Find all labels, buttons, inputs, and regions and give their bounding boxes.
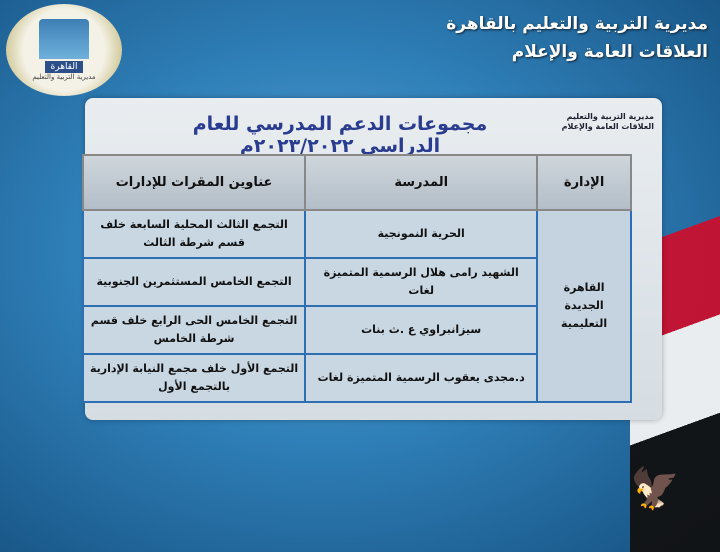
header-line1: مديرية التربية والتعليم بالقاهرة bbox=[446, 14, 708, 34]
school-cell: الحرية النمونجية bbox=[304, 209, 539, 259]
logo: القاهرة مديرية التربية والتعليم bbox=[6, 4, 122, 96]
building-icon bbox=[39, 19, 89, 59]
eagle-icon: 🦅 bbox=[630, 466, 680, 512]
mini-header: مديرية التربية والتعليم العلاقات العامة … bbox=[562, 112, 654, 132]
administration-cell: القاهرة الجديدة التعليمية bbox=[536, 209, 632, 403]
table-row: الشهيد رامى هلال الرسمية المتميزة لغات ا… bbox=[81, 257, 631, 307]
header-line2: العلاقات العامة والإعلام bbox=[511, 42, 708, 62]
header: مديرية التربية والتعليم بالقاهرة العلاقا… bbox=[446, 10, 708, 66]
table-row: القاهرة الجديدة التعليمية الحرية النمونج… bbox=[81, 209, 632, 403]
header-address: عناوين المقرات للإدارات bbox=[81, 154, 307, 211]
support-groups-table: الإدارة المدرسة عناوين المقرات للإدارات … bbox=[81, 154, 632, 403]
address-cell: التجمع الخامس الحى الرابع خلف قسم شرطة ا… bbox=[81, 305, 307, 355]
table-header-row: الإدارة المدرسة عناوين المقرات للإدارات bbox=[81, 154, 632, 211]
logo-subtext: مديرية التربية والتعليم bbox=[32, 73, 96, 81]
address-cell: التجمع الخامس المستثمرين الجنوبية bbox=[81, 257, 307, 307]
table-row: د.مجدى يعقوب الرسمية المتميزة لغات التجم… bbox=[81, 353, 631, 403]
page-title: مجموعات الدعم المدرسي للعام الدراسي ٢٠٢٣… bbox=[192, 113, 488, 157]
header-administration: الإدارة bbox=[536, 154, 632, 211]
logo-text: القاهرة bbox=[44, 61, 84, 73]
address-cell: التجمع الثالث المحلية السابعة خلف قسم شر… bbox=[81, 209, 307, 259]
mini-line1: مديرية التربية والتعليم bbox=[566, 112, 654, 121]
header-school: المدرسة bbox=[304, 154, 539, 211]
address-cell: التجمع الأول خلف مجمع النيابة الإدارية ب… bbox=[81, 353, 307, 403]
table-row: سيزانبراوي ع .ث بنات التجمع الخامس الحى … bbox=[81, 305, 631, 355]
school-cell: الشهيد رامى هلال الرسمية المتميزة لغات bbox=[304, 257, 539, 307]
mini-line2: العلاقات العامة والإعلام bbox=[561, 122, 654, 131]
school-cell: سيزانبراوي ع .ث بنات bbox=[304, 305, 539, 355]
school-cell: د.مجدى يعقوب الرسمية المتميزة لغات bbox=[304, 353, 539, 403]
